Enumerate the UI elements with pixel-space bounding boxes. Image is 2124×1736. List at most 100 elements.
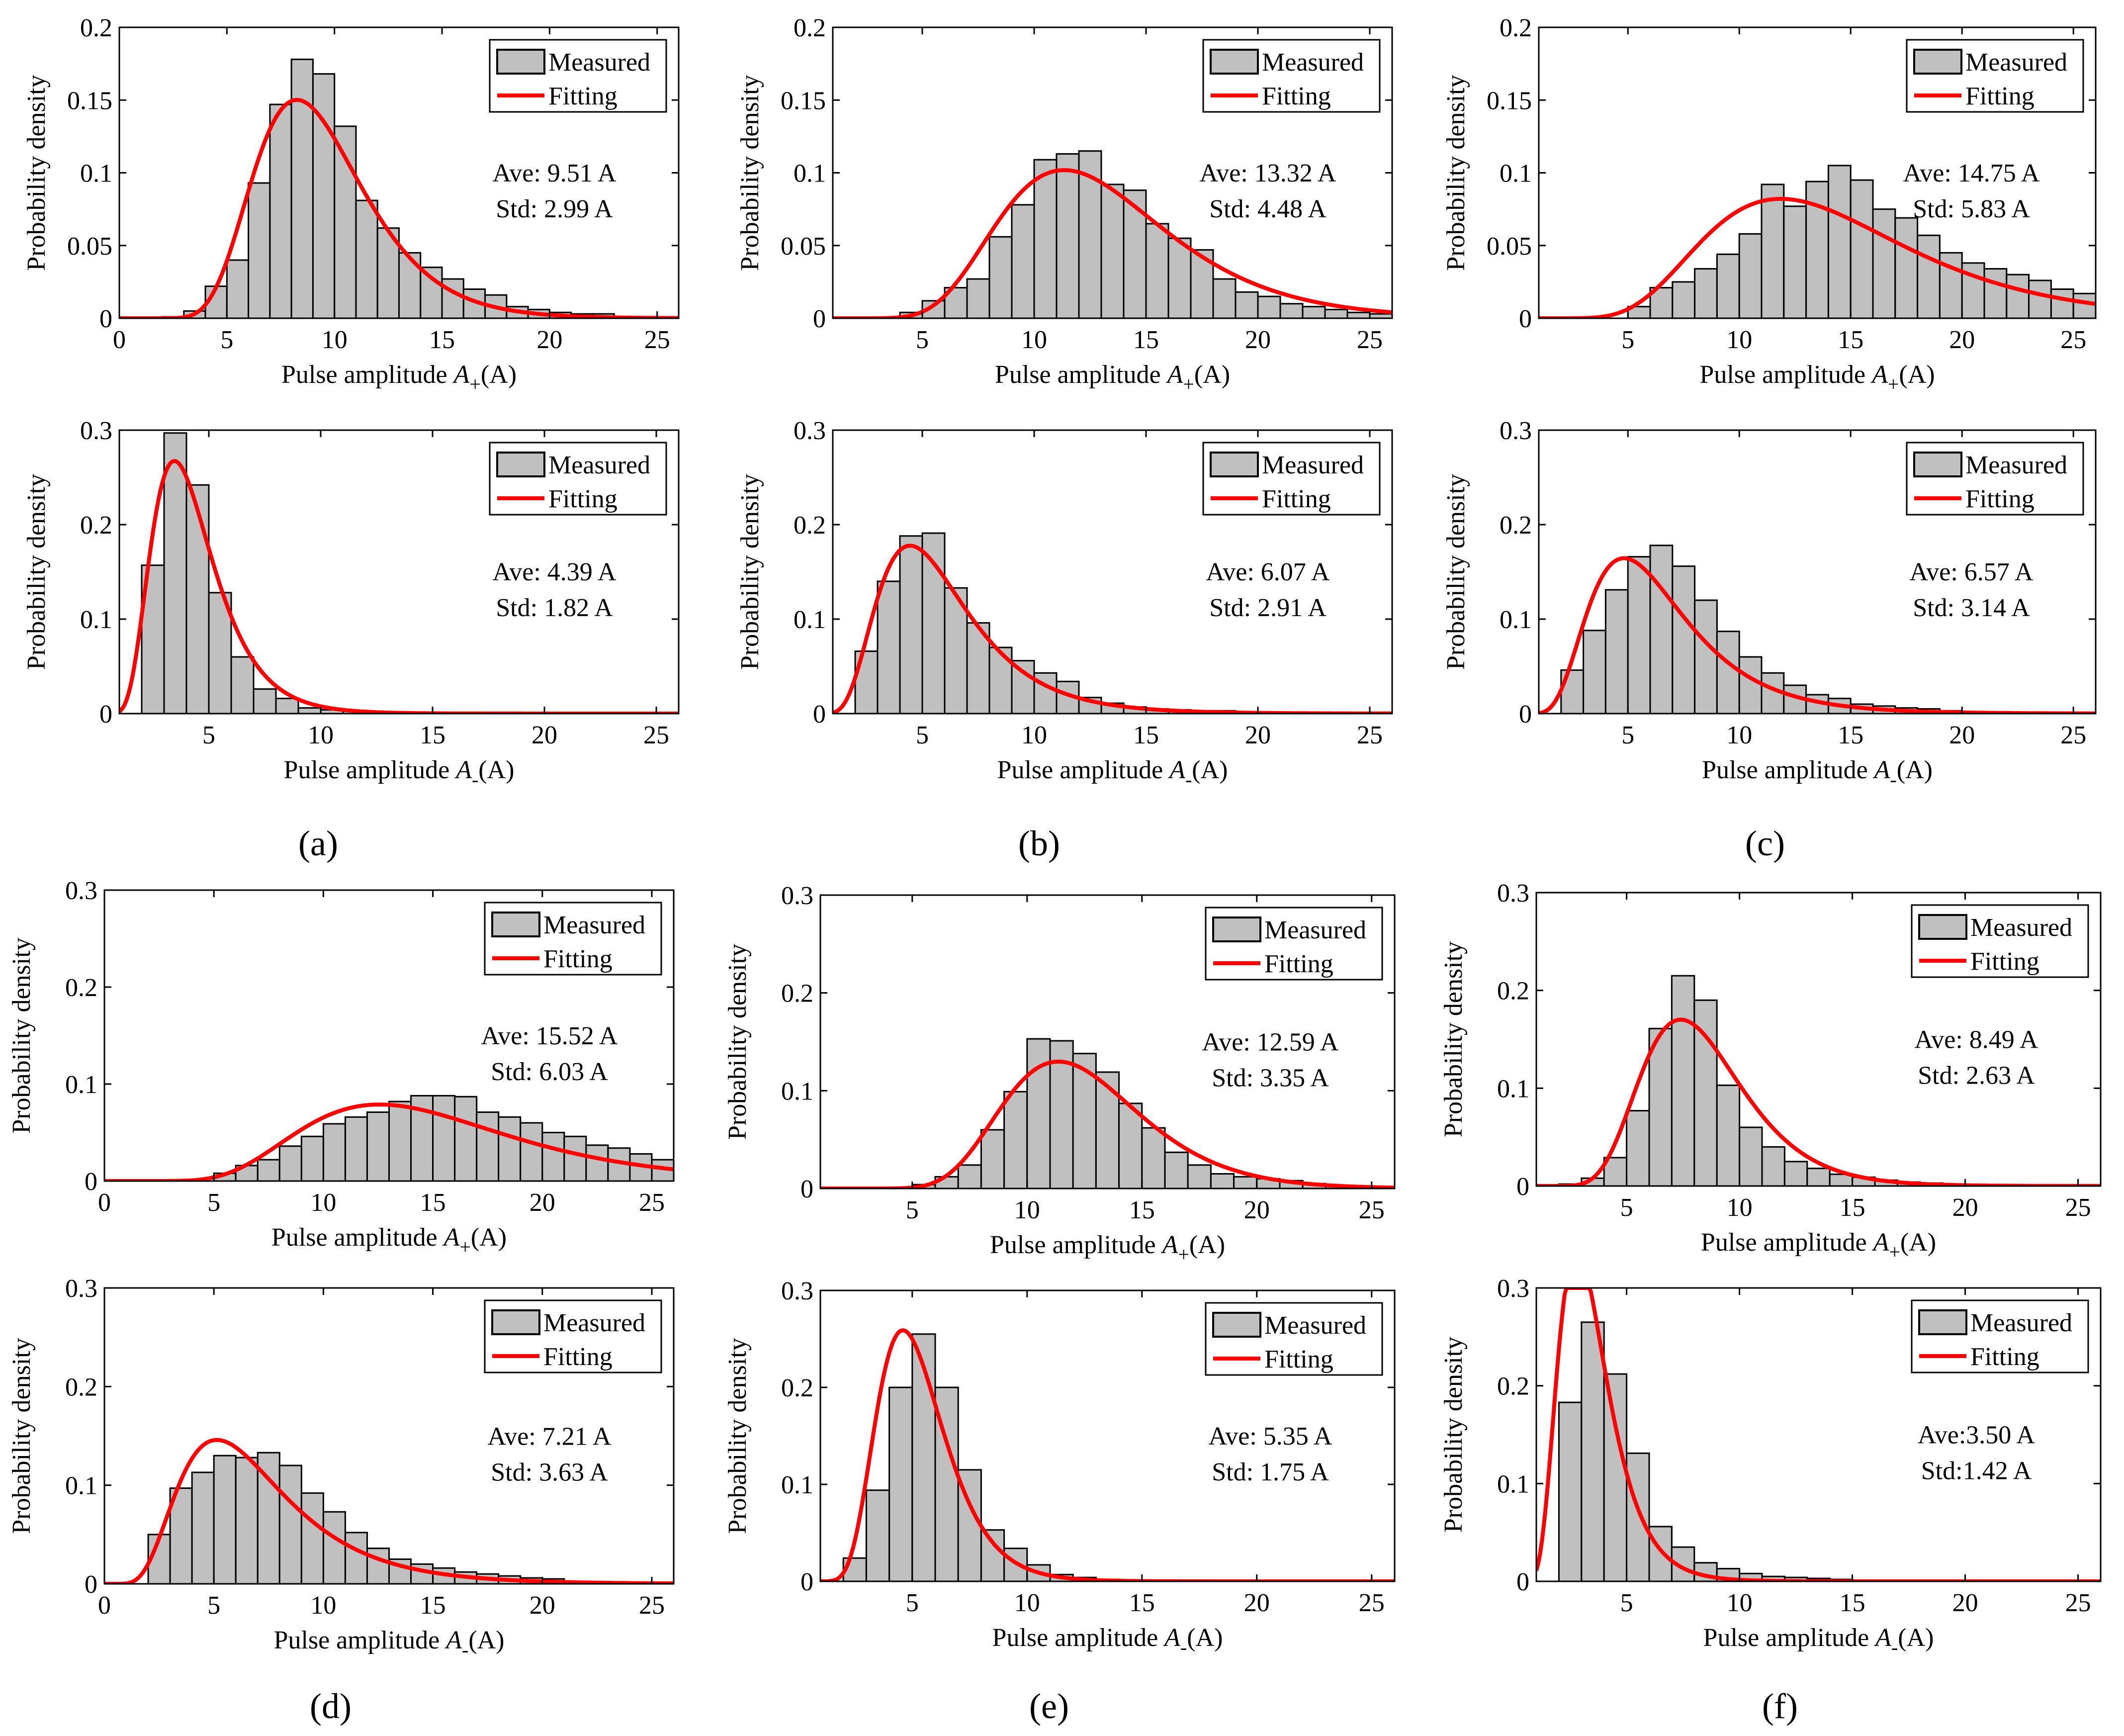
- fitting-curve: [820, 1328, 1395, 1581]
- x-tick-label: 25: [639, 1591, 665, 1620]
- x-label-subscript: -: [1890, 768, 1896, 791]
- x-label-symbol: A: [444, 1626, 462, 1654]
- x-tick-label: 20: [1244, 1589, 1270, 1617]
- legend: Measured Fitting: [1205, 907, 1383, 981]
- y-tick-label: 0.1: [65, 1472, 97, 1500]
- x-tick-label: 15: [420, 1591, 446, 1620]
- annotation-std: Std: 4.48 A: [1209, 195, 1327, 223]
- legend-label-measured: Measured: [543, 1309, 645, 1337]
- x-label-unit: (A): [481, 361, 517, 389]
- histogram-bar: [1056, 153, 1080, 318]
- y-tick-label: 0.05: [67, 232, 112, 261]
- histogram-bar: [563, 1135, 587, 1181]
- histogram-bar: [322, 1511, 346, 1584]
- x-tick-label: 10: [1727, 1193, 1753, 1222]
- histogram-bar: [297, 707, 322, 714]
- y-axis-label: Probability density: [1439, 941, 1468, 1137]
- fitting-curve: [104, 1438, 674, 1584]
- axes-box: [1535, 892, 2102, 1187]
- x-tick-label: 10: [1727, 1589, 1753, 1617]
- histogram-bar: [1279, 303, 1304, 318]
- x-tick-label: 15: [420, 1188, 446, 1217]
- y-tick-label: 0.15: [781, 87, 826, 115]
- y-tick-label: 0.2: [1497, 977, 1529, 1005]
- histogram-bar: [1141, 1127, 1166, 1188]
- y-tick-label: 0.2: [1497, 1372, 1529, 1401]
- y-tick-label: 0.1: [1500, 606, 1532, 634]
- y-axis-label: Probability density: [1439, 1337, 1468, 1533]
- panel-f-top: 5 10 15 20 25 0 0.1 0.2 0.3 Probability density Pu…: [1439, 879, 2102, 1263]
- histogram-bar: [1164, 1151, 1189, 1188]
- x-label-unit: (A): [1187, 1624, 1223, 1652]
- histogram-bar: [1033, 159, 1058, 318]
- y-tick-label: 0.05: [781, 232, 826, 261]
- histogram-bar: [1324, 308, 1348, 318]
- x-tick-label: 25: [1359, 1196, 1385, 1224]
- legend: Measured Fitting: [1906, 442, 2084, 516]
- x-label-text: Pulse amplitude: [1701, 1228, 1873, 1257]
- panel-a-top: 0 5 10 15 20 25 0 0.05 0.1 0.15 0.2 Probability den…: [22, 14, 680, 395]
- x-tick-label: 5: [906, 1196, 919, 1224]
- x-tick-label: 20: [1245, 326, 1271, 354]
- annotation-std: Std:1.42 A: [1921, 1457, 2032, 1485]
- histogram-bar: [454, 1096, 478, 1181]
- y-tick-label: 0.2: [65, 974, 97, 1002]
- histogram-bar: [432, 1095, 456, 1181]
- y-tick-label: 0.2: [794, 511, 826, 540]
- x-label-text: Pulse amplitude: [274, 1626, 446, 1654]
- histogram-bar: [1671, 975, 1695, 1186]
- histogram-bar: [269, 103, 292, 318]
- y-tick-label: 0: [1519, 700, 1532, 729]
- y-tick-label: 0.1: [80, 160, 112, 188]
- y-axis-label: Probability density: [723, 1338, 752, 1534]
- histogram-bar: [911, 1333, 936, 1581]
- y-tick-label: 0: [813, 305, 826, 333]
- panel-c-top: 5 10 15 20 25 0 0.05 0.1 0.15 0.2 Probability dens…: [1442, 14, 2097, 395]
- x-label-subscript: -: [1180, 1636, 1187, 1658]
- x-axis-label: Pulse amplitude A+(A): [1699, 361, 1935, 395]
- panel-a-bottom: 5 10 15 20 25 0 0.1 0.2 0.3 Probability density Pu…: [22, 417, 680, 791]
- x-tick-label: 15: [1129, 1589, 1155, 1617]
- annotation-std: Std: 2.91 A: [1209, 594, 1327, 622]
- histogram-bar: [388, 1100, 412, 1181]
- y-tick-label: 0: [1519, 305, 1532, 333]
- x-tick-label: 25: [2065, 1193, 2091, 1222]
- x-tick-label: 25: [644, 326, 670, 354]
- histogram-bar: [1145, 223, 1169, 318]
- y-tick-label: 0.3: [794, 417, 826, 445]
- annotation-ave: Ave: 14.75 A: [1903, 159, 2040, 187]
- x-tick-label: 20: [1949, 326, 1975, 354]
- x-tick-label: 20: [1245, 721, 1271, 749]
- x-tick-label: 25: [2060, 721, 2086, 749]
- histogram-bar: [1072, 1053, 1097, 1188]
- histogram-bars: [1558, 975, 1966, 1186]
- x-axis-label: Pulse amplitude A-(A): [1703, 1624, 1934, 1658]
- y-tick-label: 0.2: [794, 14, 826, 42]
- y-tick-label: 0.3: [65, 1275, 97, 1303]
- legend-label-measured: Measured: [1965, 48, 2067, 77]
- histogram-bar: [253, 688, 277, 714]
- histogram-bar: [1604, 589, 1629, 714]
- x-label-subscript: +: [469, 373, 481, 395]
- y-tick-label: 0.3: [1500, 417, 1532, 445]
- x-tick-label: 5: [1620, 1193, 1633, 1222]
- histogram-bar: [988, 236, 1013, 318]
- histogram-bar: [185, 484, 210, 714]
- x-tick-label: 15: [1838, 721, 1863, 749]
- x-label-subscript: -: [1891, 1636, 1898, 1658]
- histogram-bar: [1761, 1146, 1785, 1186]
- y-tick-label: 0.05: [1487, 232, 1532, 261]
- y-tick-label: 0.1: [1500, 160, 1532, 188]
- subfigure-label-b: (b): [1018, 823, 1060, 863]
- y-tick-label: 0: [99, 305, 112, 333]
- y-tick-label: 0.3: [65, 877, 97, 905]
- legend-label-measured: Measured: [1970, 914, 2072, 942]
- x-axis-label: Pulse amplitude A-(A): [997, 756, 1228, 791]
- legend: Measured Fitting: [484, 902, 662, 976]
- x-tick-label: 20: [1244, 1196, 1270, 1224]
- legend-label-fitting: Fitting: [1262, 82, 1331, 110]
- panel-f-bottom: 5 10 15 20 25 0 0.1 0.2 0.3 Probability density Pu…: [1439, 1275, 2102, 1658]
- histogram-bar: [1672, 565, 1696, 714]
- histogram-bars: [162, 58, 679, 318]
